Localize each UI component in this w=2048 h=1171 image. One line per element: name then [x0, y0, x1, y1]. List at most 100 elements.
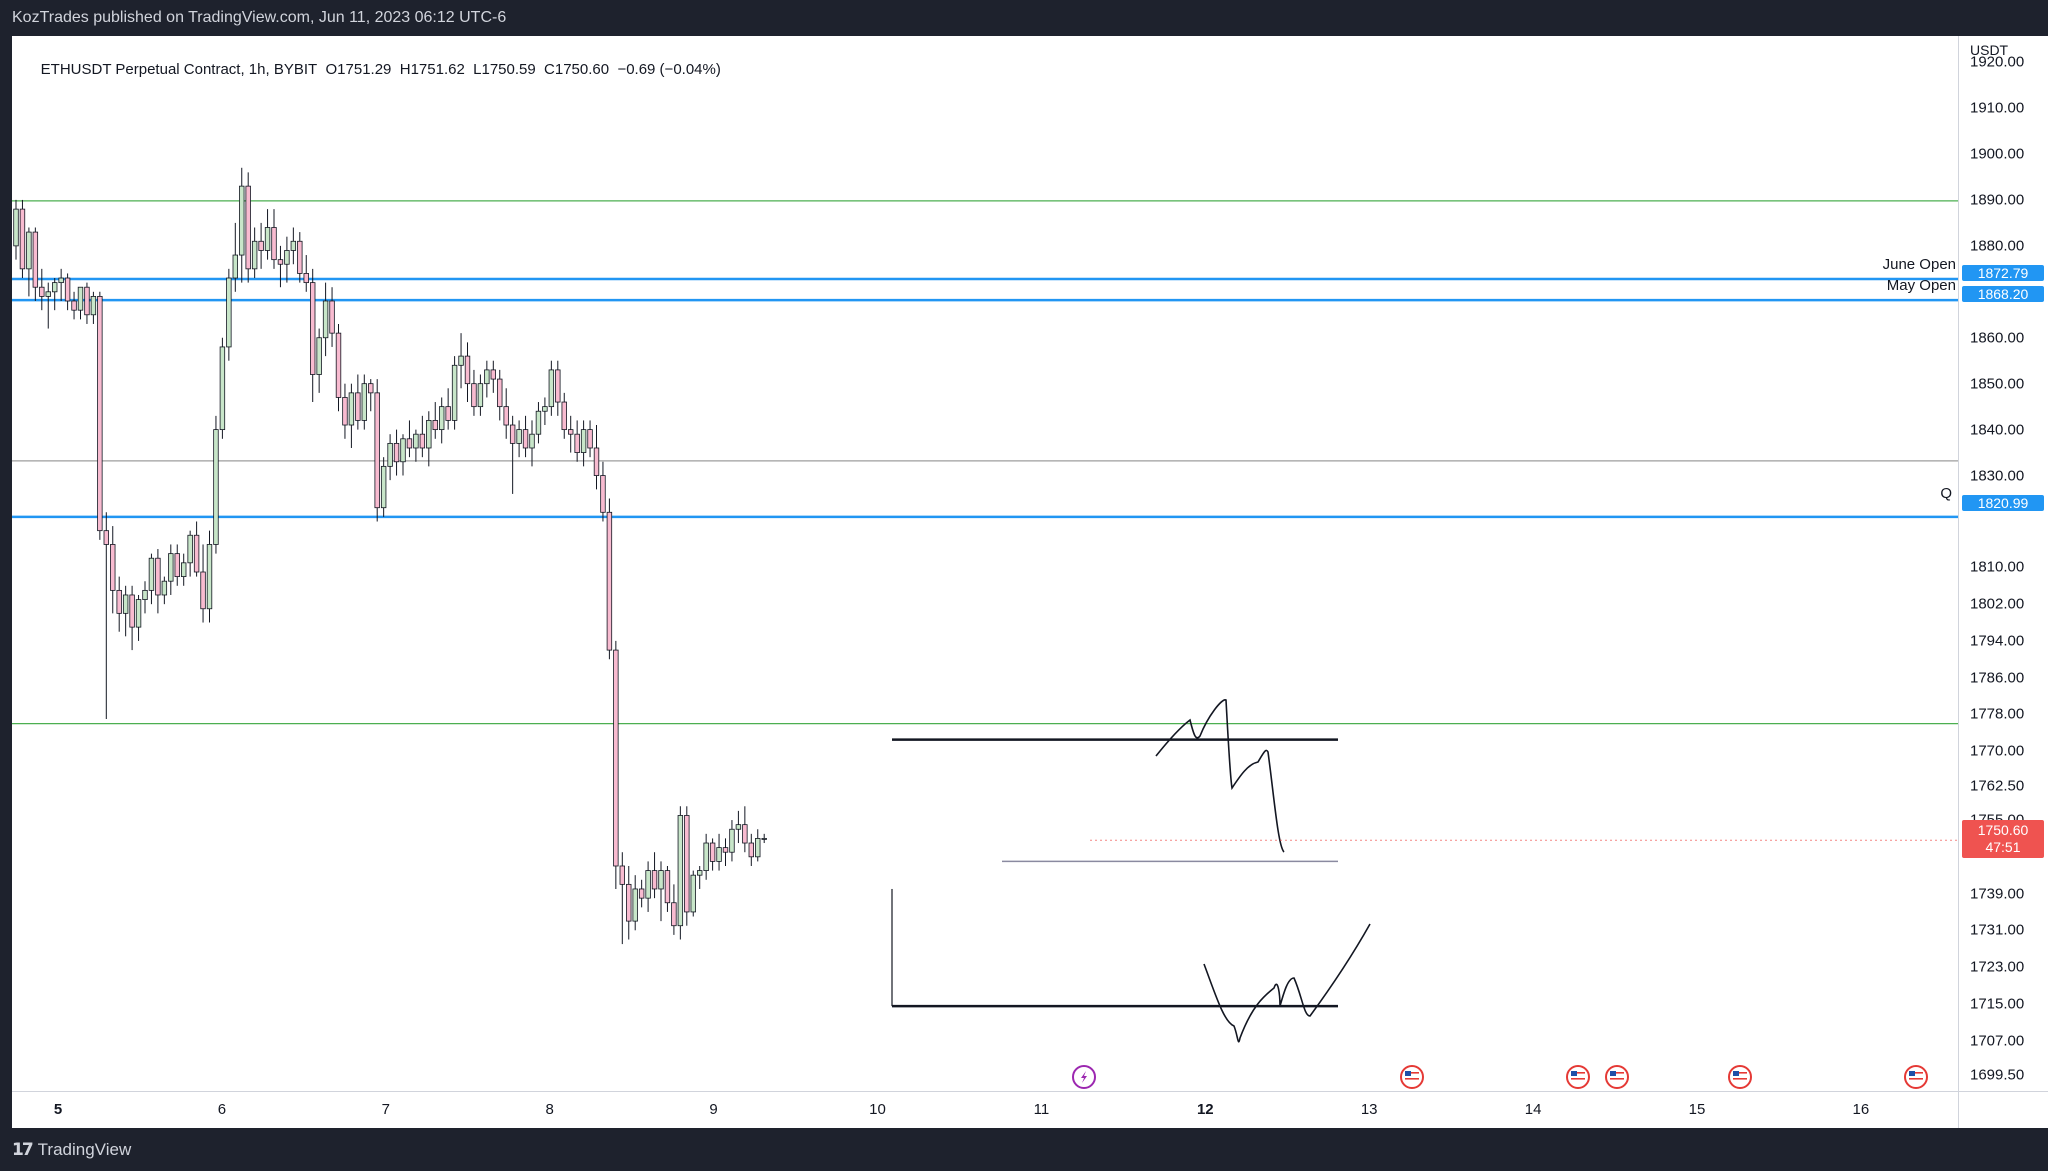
price-tick-label: 1731.00 — [1970, 921, 2025, 939]
candle-body — [497, 378, 503, 408]
candle-body — [458, 355, 464, 366]
candle-body — [129, 594, 135, 628]
price-tick-label: 1900.00 — [1970, 145, 2025, 163]
candle-body — [284, 250, 290, 265]
candle-body — [264, 227, 271, 251]
candle-body — [761, 838, 767, 840]
candle-body — [606, 511, 613, 651]
candle-body — [226, 277, 232, 348]
tradingview-logo-icon[interactable]: 𝟭𝟳 — [12, 1140, 34, 1159]
may-open-label: May Open — [1886, 277, 1956, 294]
candle-body — [355, 392, 361, 421]
currency-label[interactable]: USDT — [1970, 42, 2009, 58]
chart-area[interactable]: ETHUSDT Perpetual Contract, 1h, BYBIT O1… — [12, 36, 2048, 1128]
price-tick-label: 1707.00 — [1970, 1032, 2025, 1050]
publisher-caption: KozTrades published on TradingView.com, … — [12, 9, 507, 26]
price-change: −0.69 (−0.04%) — [617, 61, 721, 78]
candle-body — [329, 300, 335, 334]
candle-body — [703, 842, 709, 871]
flag-stripe — [1909, 1072, 1923, 1074]
candle-body — [651, 870, 658, 890]
bullish-scenario-drawing — [1155, 699, 1285, 853]
candle-body — [122, 594, 129, 614]
candle-body — [426, 420, 432, 449]
candle-body — [671, 902, 677, 927]
candle-body — [110, 544, 116, 591]
candle-body — [393, 442, 400, 463]
candle-body — [239, 185, 245, 256]
candle-body — [742, 824, 748, 844]
candle-body — [509, 424, 516, 444]
candle-body — [374, 392, 380, 509]
date-tick-label: 5 — [53, 1101, 63, 1118]
us-flag-event-icon — [1605, 1065, 1629, 1089]
lightning-glyph — [1081, 1071, 1087, 1083]
date-tick-label: 8 — [545, 1101, 554, 1118]
q-level-label: Q — [1940, 485, 1952, 502]
candle-body — [348, 392, 355, 426]
candle-body — [690, 874, 696, 913]
us-flag-event-icon — [1904, 1065, 1928, 1089]
candle-body — [116, 589, 122, 614]
candle-body — [400, 438, 406, 463]
candle-body — [490, 369, 496, 380]
candle-body — [722, 847, 729, 853]
candle-body — [484, 369, 490, 385]
june-open-price-badge: 1872.79 — [1962, 265, 2044, 281]
candle-body — [735, 824, 742, 830]
candle-body — [335, 332, 342, 398]
flag-stripe — [1909, 1081, 1923, 1083]
candle-body — [709, 842, 716, 862]
price-tick-label: 1723.00 — [1970, 958, 2025, 976]
flag-stripe — [1610, 1075, 1624, 1077]
price-tick-label: 1762.50 — [1970, 777, 2025, 795]
candle-body — [71, 300, 77, 311]
candle-body — [716, 847, 722, 862]
date-tick-label: 16 — [1852, 1101, 1870, 1118]
candle-body — [684, 815, 690, 913]
flag-canton — [1571, 1071, 1577, 1076]
candle-body — [445, 406, 451, 421]
candle-body — [290, 240, 297, 251]
price-tick-label: 1880.00 — [1970, 237, 2025, 255]
price-axis-divider — [1958, 36, 1959, 1128]
brand-name[interactable]: TradingView — [37, 1140, 132, 1159]
us-flag-event-icon — [1400, 1065, 1424, 1089]
candle-body — [39, 286, 45, 297]
candle-body — [32, 231, 39, 288]
date-tick-label: 15 — [1688, 1101, 1706, 1118]
flag-stripe — [1571, 1078, 1585, 1080]
q-price-badge: 1820.99 — [1962, 495, 2044, 511]
date-tick-label: 9 — [709, 1101, 718, 1118]
price-tick-label: 1739.00 — [1970, 885, 2025, 903]
candle-body — [677, 815, 684, 927]
price-tick-label: 1920.00 — [1970, 53, 2025, 71]
flag-canton — [1610, 1071, 1616, 1076]
price-tick-label: 1840.00 — [1970, 421, 2025, 439]
candle-body — [52, 282, 58, 293]
candle-body — [258, 240, 264, 251]
flag-stripe — [1733, 1075, 1747, 1077]
price-chart-canvas[interactable] — [12, 36, 2048, 1128]
us-flag-event-icon — [1566, 1065, 1590, 1089]
symbol-legend: ETHUSDT Perpetual Contract, 1h, BYBIT O1… — [24, 44, 721, 95]
candle-body — [413, 433, 419, 449]
candle-body — [477, 383, 484, 408]
candle-body — [748, 842, 754, 858]
candle-body — [64, 277, 71, 302]
flag-stripe — [1733, 1078, 1747, 1080]
flag-stripe — [1733, 1072, 1747, 1074]
candle-body — [574, 433, 580, 453]
symbol-title: ETHUSDT Perpetual Contract, 1h, BYBIT — [40, 61, 318, 78]
us-flag-event-icon — [1728, 1065, 1752, 1089]
candle-body — [135, 599, 142, 628]
candle-body — [277, 259, 284, 265]
candle-body — [593, 447, 600, 476]
date-tick-label: 11 — [1033, 1101, 1050, 1118]
candle-body — [187, 534, 193, 564]
flag-stripe — [1909, 1078, 1923, 1080]
candle-body — [174, 553, 180, 578]
candle-body — [168, 553, 174, 582]
price-tick-label: 1850.00 — [1970, 375, 2025, 393]
candle-body — [471, 383, 477, 408]
